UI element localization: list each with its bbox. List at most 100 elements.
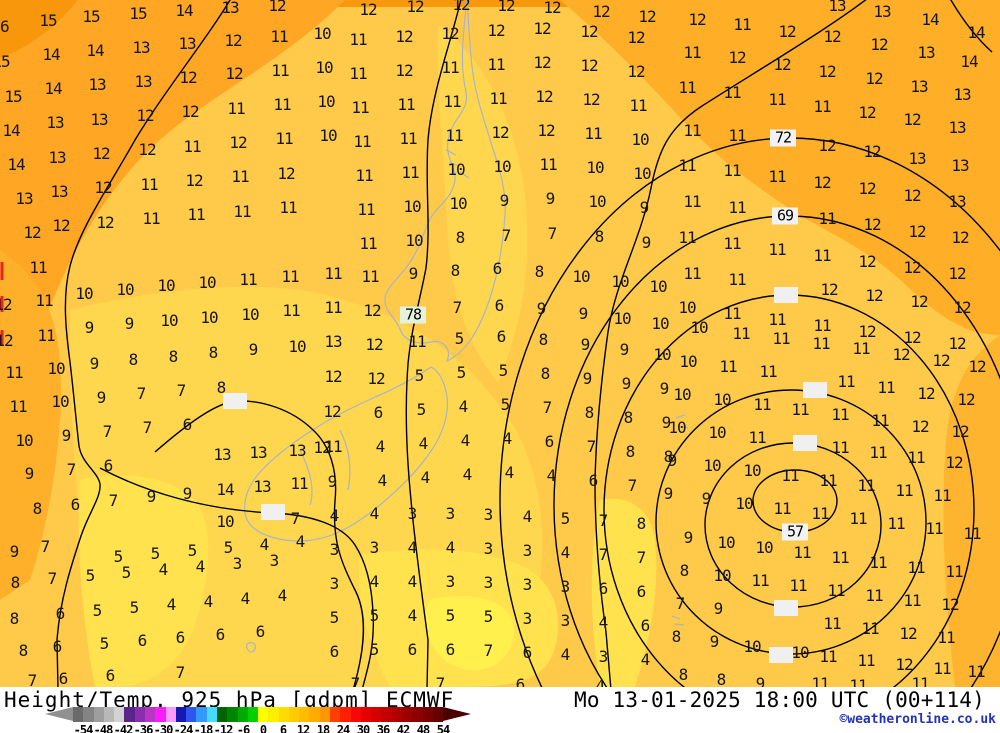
- legend-tick: -36: [133, 723, 154, 733]
- temp-value: 11: [678, 228, 696, 247]
- temp-value: 11: [5, 363, 23, 382]
- temp-value: 12: [96, 213, 114, 232]
- temp-value: 8: [716, 670, 727, 688]
- temp-value: 13: [48, 148, 66, 167]
- blank-contour-label: [769, 647, 793, 663]
- temp-value: 12: [820, 280, 838, 299]
- temp-value: 12: [181, 102, 199, 121]
- legend-tick: -24: [173, 723, 194, 733]
- temp-value: 8: [679, 561, 690, 580]
- temp-value: 4: [420, 468, 431, 487]
- temp-value: 4: [598, 613, 609, 632]
- temp-value: 10: [791, 643, 809, 662]
- temp-value: 4: [460, 431, 471, 450]
- temp-value: 4: [375, 437, 386, 456]
- temp-value: 9: [182, 484, 193, 503]
- temp-value: 12: [951, 228, 969, 247]
- temp-value: 9: [619, 340, 630, 359]
- temp-value: 4: [502, 429, 513, 448]
- temp-value: 6: [137, 631, 148, 650]
- temp-value: 12: [535, 87, 553, 106]
- temp-value: 9: [499, 191, 510, 210]
- temp-value: 6: [522, 643, 533, 662]
- temp-value: 5: [129, 598, 140, 617]
- shade-corner-deep: [0, 0, 78, 58]
- temp-value: 4: [458, 397, 469, 416]
- temp-value: 11: [837, 372, 855, 391]
- temp-value: 6: [544, 432, 555, 451]
- temp-value: 3: [483, 539, 494, 558]
- temp-value: 12: [813, 173, 831, 192]
- temp-value: 11: [728, 198, 746, 217]
- credit-link[interactable]: ©weatheronline.co.uk: [839, 712, 996, 727]
- temp-value: 6: [70, 495, 81, 514]
- temp-value: 13: [46, 113, 64, 132]
- temp-value: 7: [176, 381, 187, 400]
- temp-value: 7: [627, 476, 638, 495]
- temp-value: 12: [968, 357, 986, 376]
- temp-value: 14: [921, 10, 939, 29]
- temp-value: 12: [185, 171, 203, 190]
- temp-value: 11: [349, 64, 367, 83]
- temp-value: 12: [957, 390, 975, 409]
- temp-value: 10: [116, 280, 134, 299]
- temp-value: 4: [158, 560, 169, 579]
- temp-value: 9: [24, 464, 35, 483]
- temp-value: 9: [580, 335, 591, 354]
- temp-value: 6: [445, 640, 456, 659]
- temp-value: 12: [858, 322, 876, 341]
- temp-value: 11: [489, 89, 507, 108]
- temp-value: 7: [636, 548, 647, 567]
- temp-value: 10: [755, 538, 773, 557]
- temp-value: 9: [663, 484, 674, 503]
- temp-value: 12: [638, 7, 656, 26]
- temp-value: 9: [248, 340, 259, 359]
- temp-value: 14: [44, 79, 62, 98]
- temp-value: 6: [55, 604, 66, 623]
- blank-contour-label: [261, 504, 285, 520]
- temp-value: 10: [586, 158, 604, 177]
- legend-color-cell: [371, 707, 382, 722]
- blank-contour-label: [803, 382, 827, 398]
- temp-value: 11: [903, 591, 921, 610]
- temp-value: 12: [858, 103, 876, 122]
- temp-value: 13: [50, 182, 68, 201]
- temp-value: 11: [818, 209, 836, 228]
- temp-value: 11: [811, 674, 829, 688]
- temp-value: 11: [441, 58, 459, 77]
- temp-value: 14: [2, 121, 20, 140]
- temp-value: 11: [907, 558, 925, 577]
- temp-value: 12: [908, 222, 926, 241]
- temp-value: 6: [52, 637, 63, 656]
- temp-value: 11: [813, 316, 831, 335]
- temp-value: 10: [743, 637, 761, 656]
- temp-value: 12: [941, 595, 959, 614]
- temp-value: 12: [899, 624, 917, 643]
- temp-value: 11: [781, 466, 799, 485]
- temp-value: 11: [877, 378, 895, 397]
- temp-value: 9: [683, 528, 694, 547]
- temp-value: 11: [142, 209, 160, 228]
- temp-value: 6: [494, 296, 505, 315]
- temp-value: 3: [483, 573, 494, 592]
- temp-value: 8: [538, 330, 549, 349]
- temp-value: 11: [629, 96, 647, 115]
- temp-value: 10: [631, 130, 649, 149]
- temp-value: 12: [0, 295, 13, 314]
- temp-value: 11: [789, 576, 807, 595]
- temp-value: 8: [450, 261, 461, 280]
- temp-value: 6: [515, 675, 526, 688]
- temp-value: 13: [948, 118, 966, 137]
- temp-value: 12: [870, 35, 888, 54]
- temp-value: 5: [92, 601, 103, 620]
- temp-value: 13: [917, 43, 935, 62]
- map-area: 16 15 15 15 14 13 12 15 14 14 13 13 12 11 10 15 14 13 13 12…: [0, 0, 1000, 687]
- temp-value: 9: [713, 599, 724, 618]
- temp-value: 11: [324, 437, 342, 456]
- temp-value: 6: [598, 579, 609, 598]
- temp-value: 3: [407, 504, 418, 523]
- temp-value: 12: [858, 179, 876, 198]
- temp-value: 3: [522, 609, 533, 628]
- temp-value: 3: [598, 647, 609, 666]
- temp-value: 11: [719, 357, 737, 376]
